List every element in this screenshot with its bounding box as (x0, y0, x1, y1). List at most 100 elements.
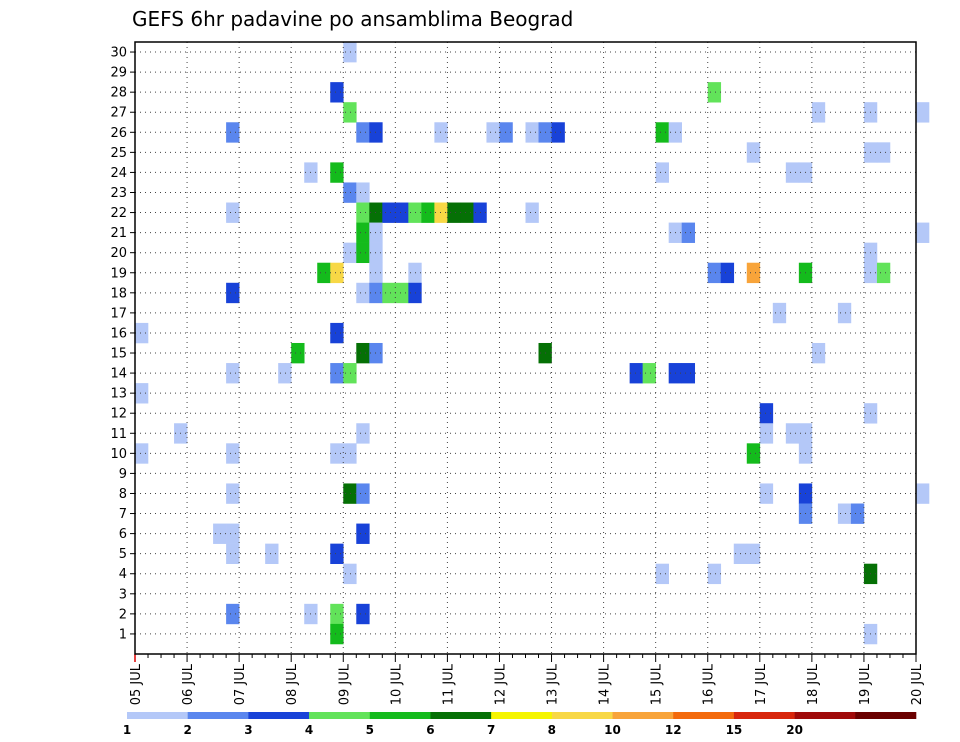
precip-cell (642, 363, 656, 384)
y-tick-label: 29 (110, 66, 127, 81)
y-tick-label: 11 (110, 427, 127, 442)
precip-cell (135, 443, 149, 464)
x-tick-label: 19 JUL (858, 663, 873, 705)
colorbar-label: 1 (123, 723, 131, 737)
x-tick-label: 15 JUL (650, 663, 665, 705)
precip-cell (343, 242, 357, 264)
y-tick-label: 25 (110, 146, 127, 161)
x-tick-label: 18 JUL (806, 663, 821, 705)
precip-cell (226, 122, 240, 143)
colorbar-swatch (491, 712, 553, 719)
precip-cell (330, 82, 344, 103)
y-tick-label: 15 (110, 347, 127, 362)
colorbar-swatch (248, 712, 310, 719)
precip-cell (343, 182, 357, 203)
precip-cell (746, 543, 761, 565)
precip-cell (876, 262, 891, 284)
precip-cell (772, 302, 787, 324)
precip-cell (356, 122, 370, 143)
precip-cell (226, 363, 240, 384)
y-tick-label: 10 (110, 447, 127, 462)
y-tick-label: 26 (110, 126, 127, 141)
precip-cell (343, 42, 357, 63)
y-tick-label: 14 (110, 367, 127, 382)
precip-cell (356, 282, 370, 304)
colorbar-swatch (551, 712, 613, 719)
y-tick-label: 19 (110, 266, 127, 281)
precip-cell (681, 222, 696, 243)
precip-cell (916, 483, 930, 504)
precip-cell (356, 222, 370, 243)
precip-cell (265, 543, 279, 565)
precip-cell (135, 383, 149, 404)
colorbar-swatch (309, 712, 371, 719)
colorbar-label: 5 (366, 723, 374, 737)
y-tick-label: 9 (119, 467, 127, 482)
y-tick-label: 2 (119, 607, 127, 622)
precip-cell (343, 483, 357, 504)
precip-cell (785, 423, 800, 444)
colorbar-label: 6 (426, 723, 434, 737)
x-tick-label: 11 JUL (441, 663, 456, 705)
precip-cell (356, 523, 370, 544)
precip-cell (343, 443, 357, 464)
x-tick-label: 14 JUL (598, 663, 613, 705)
precip-cell (330, 623, 344, 645)
precip-cell (356, 202, 370, 223)
precip-cell (226, 603, 240, 625)
precip-cell (655, 563, 669, 585)
precip-cell (746, 142, 761, 163)
precip-cell (720, 262, 735, 284)
precip-cell (226, 443, 240, 464)
x-tick-label: 08 JUL (285, 663, 300, 705)
y-tick-label: 12 (110, 407, 127, 422)
precip-cell (343, 563, 357, 585)
colorbar-swatch (612, 712, 674, 719)
precip-cell (655, 122, 669, 143)
precip-cell (226, 543, 240, 565)
precip-cell (226, 523, 240, 544)
y-axis: 1234567891011121314151617181920212223242… (110, 46, 135, 642)
precip-cell (759, 483, 774, 504)
y-tick-label: 6 (119, 527, 127, 542)
precip-cell (434, 202, 448, 223)
colorbar-swatch (794, 712, 856, 719)
colorbar-swatch (430, 712, 492, 719)
precip-cell (837, 302, 852, 324)
precip-cell (447, 202, 461, 223)
precip-cell (759, 423, 774, 444)
precip-cell (135, 322, 149, 344)
precip-cell (837, 503, 852, 524)
x-tick-label: 09 JUL (337, 663, 352, 705)
colorbar-swatch (673, 712, 735, 719)
colorbar-label: 8 (548, 723, 556, 737)
precip-cell (746, 443, 761, 464)
precip-cell (356, 342, 370, 364)
colorbar-swatch (855, 712, 917, 719)
y-tick-label: 24 (110, 166, 127, 181)
precip-cell (330, 262, 344, 284)
precip-cell (916, 222, 930, 243)
x-tick-label: 17 JUL (754, 663, 769, 705)
precip-cell (707, 563, 722, 585)
precip-cell (707, 82, 722, 103)
colorbar-label: 4 (305, 723, 313, 737)
precip-cell (655, 162, 669, 183)
precip-cell (330, 322, 344, 344)
precip-cell (629, 363, 643, 384)
y-tick-label: 4 (119, 567, 127, 582)
x-tick-label: 10 JUL (389, 663, 404, 705)
x-tick-label: 05 JUL (129, 663, 144, 705)
y-tick-label: 23 (110, 186, 127, 201)
precip-cell (421, 202, 435, 223)
y-tick-label: 16 (110, 326, 127, 341)
colorbar-swatch (187, 712, 249, 719)
precip-cell (330, 162, 344, 183)
colorbar-label: 7 (487, 723, 495, 737)
precip-cell (551, 122, 565, 143)
precip-cell (707, 262, 722, 284)
precip-cell (916, 102, 930, 123)
precip-cell (850, 503, 865, 524)
colorbar-label: 10 (604, 723, 621, 737)
